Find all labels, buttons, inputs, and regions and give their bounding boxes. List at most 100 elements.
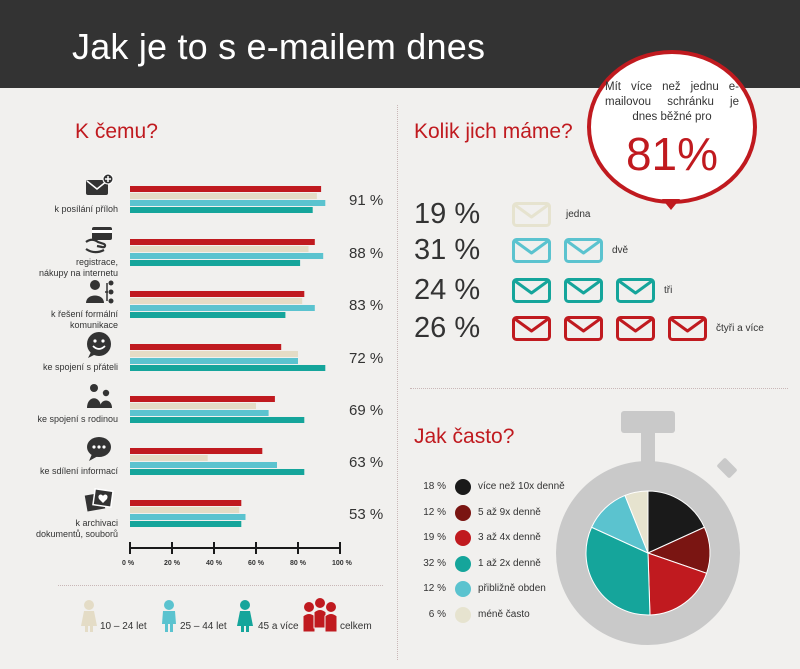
freq-pct-2: 12 % <box>423 506 446 518</box>
vertical-divider <box>397 105 398 660</box>
total-pct-5: 69 % <box>349 402 384 419</box>
pie-slice-3 <box>647 552 708 616</box>
callout-tail <box>662 199 680 210</box>
pie-slice-4 <box>585 526 651 616</box>
bar-4-3 <box>130 358 298 364</box>
category-label-line: ke sdílení informací <box>39 466 118 476</box>
category-label-7: k archivaci dokumentů, souborů <box>8 518 118 540</box>
person-network-icon <box>86 280 114 304</box>
legend-label-4: celkem <box>340 621 372 632</box>
card-hand-icon <box>85 227 112 254</box>
bar-5-2 <box>130 403 256 409</box>
category-label-1: k posílání příloh <box>8 204 118 215</box>
bar-7-1 <box>130 500 242 506</box>
total-pct-1: 91 % <box>349 192 384 209</box>
bar-4-2 <box>130 351 298 357</box>
envelope-icon <box>512 202 551 227</box>
count-pct-4: 26 % <box>414 312 481 344</box>
freq-label-2: 5 až 9x denně <box>478 506 541 518</box>
group-red-icon <box>302 598 338 633</box>
person-teal-icon <box>237 600 253 632</box>
category-label-3: k řešení formální komunikace <box>8 309 118 331</box>
stopwatch-stem <box>641 433 655 463</box>
bar-2-2 <box>130 246 309 252</box>
total-pct-7: 53 % <box>349 506 384 523</box>
legend-label-2: 25 – 44 let <box>180 621 227 632</box>
bar-6-4 <box>130 469 305 475</box>
callout-value: 81% <box>625 128 719 180</box>
x-tick-label-3: 40 % <box>206 560 222 567</box>
bar-5-1 <box>130 396 275 402</box>
freq-pct-1: 18 % <box>423 481 446 492</box>
section-title-purpose: K čemu? <box>75 120 158 143</box>
category-label-5: ke spojení s rodinou <box>8 414 118 425</box>
total-pct-2: 88 % <box>349 245 384 262</box>
family-icon <box>87 384 112 408</box>
x-tick-label-6: 100 % <box>332 560 352 567</box>
legend-divider <box>58 585 383 586</box>
count-label-1: jedna <box>566 209 591 220</box>
bar-2-1 <box>130 239 315 245</box>
pie-slice-1 <box>647 490 706 554</box>
smile-bubble-icon <box>87 332 111 358</box>
bar-7-4 <box>130 521 242 527</box>
envelope-icon <box>512 316 551 341</box>
x-tick-label-1: 0 % <box>122 560 135 567</box>
person-lightblue-icon <box>162 600 176 632</box>
bar-3-1 <box>130 291 305 297</box>
freq-label-3: 3 až 4x denně <box>478 532 541 544</box>
freq-label-4: 1 až 2x denně <box>478 557 541 569</box>
bar-1-4 <box>130 207 313 213</box>
bar-1-3 <box>130 200 326 206</box>
total-pct-4: 72 % <box>349 350 384 367</box>
bar-7-3 <box>130 514 246 520</box>
bar-2-4 <box>130 260 301 266</box>
freq-pct-3: 19 % <box>423 532 446 544</box>
bar-1-1 <box>130 186 322 192</box>
envelope-plus-icon <box>86 173 114 195</box>
page-title: Jak je to s e-mailem dnes <box>72 26 486 67</box>
bar-5-4 <box>130 417 305 423</box>
total-pct-6: 63 % <box>349 454 384 471</box>
freq-dot-1 <box>455 479 471 495</box>
envelope-icon <box>564 316 603 341</box>
bar-3-4 <box>130 312 286 318</box>
freq-pct-6: 6 % <box>428 609 446 620</box>
stopwatch-button <box>717 458 737 478</box>
category-label-line: nákupy na internetu <box>38 268 118 278</box>
bar-4-1 <box>130 344 282 350</box>
person-light-icon <box>81 600 97 632</box>
section-title-count: Kolik jich máme? <box>414 120 573 143</box>
total-pct-3: 83 % <box>349 297 384 314</box>
freq-dot-2 <box>455 504 471 521</box>
stopwatch-crown <box>621 411 675 433</box>
bar-6-3 <box>130 462 277 468</box>
horizontal-divider <box>410 388 788 389</box>
freq-dot-6 <box>455 607 471 623</box>
count-pct-2: 31 % <box>414 234 481 266</box>
envelope-icon <box>616 278 655 303</box>
header: Jak je to s e-mailem dnes <box>0 0 800 88</box>
callout-text: Mít více než jednu e-mailovou schránku j… <box>605 81 739 123</box>
freq-dot-4 <box>455 555 471 572</box>
category-label-line: ke spojení s rodinou <box>37 414 118 424</box>
category-label-line: registrace, <box>75 257 118 267</box>
envelope-icon <box>616 316 655 341</box>
freq-dot-5 <box>455 581 471 598</box>
x-tick-label-4: 60 % <box>248 560 264 567</box>
x-tick-label-5: 80 % <box>290 560 306 567</box>
bar-6-1 <box>130 448 263 454</box>
envelope-icon <box>512 278 551 303</box>
pie-slice-6 <box>624 490 649 554</box>
envelope-icon <box>564 238 603 263</box>
envelope-icon <box>512 238 551 263</box>
category-label-2: registrace, nákupy na internetu <box>8 257 118 279</box>
category-label-line: dokumentů, souborů <box>35 529 118 539</box>
count-label-3: tři <box>664 285 673 296</box>
freq-pct-4: 32 % <box>423 557 446 569</box>
envelope-icon <box>668 316 707 341</box>
category-label-line: k archivaci <box>75 518 118 528</box>
bar-3-3 <box>130 305 315 311</box>
